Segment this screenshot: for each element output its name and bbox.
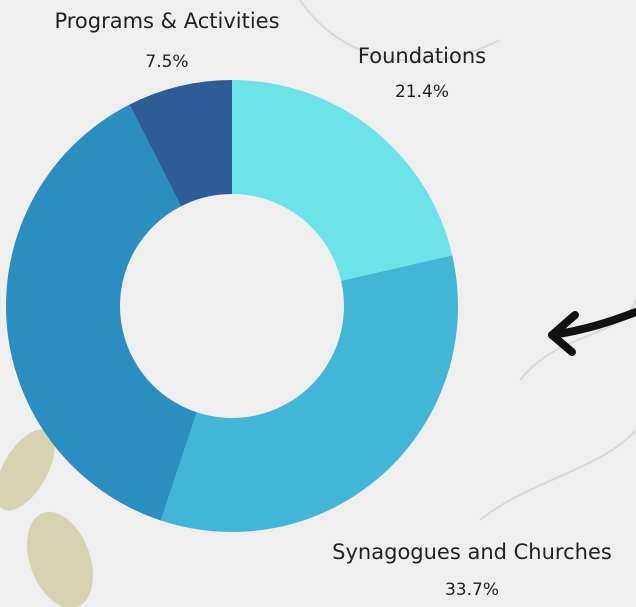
- slice-value-label: 7.5%: [145, 52, 188, 72]
- donut-slice: [232, 80, 453, 281]
- slice-value-label: 21.4%: [395, 82, 449, 102]
- donut-slice: [129, 80, 232, 207]
- donut-slice: [6, 104, 197, 521]
- slice-label: Foundations: [358, 44, 486, 68]
- flower-decoration: [0, 429, 93, 607]
- slice-label: Programs & Activities: [54, 9, 279, 33]
- arrow: [548, 308, 636, 356]
- slice-label: Synagogues and Churches: [332, 540, 612, 564]
- donut: [6, 80, 458, 532]
- donut-slice: [160, 255, 458, 532]
- slice-value-label: 33.7%: [445, 580, 499, 600]
